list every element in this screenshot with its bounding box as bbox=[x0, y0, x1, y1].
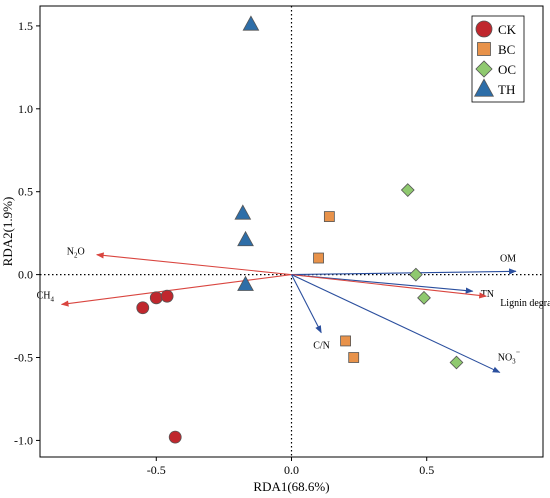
vector-ch4 bbox=[60, 274, 292, 307]
legend-marker-th bbox=[473, 78, 495, 97]
legend-label-bc: BC bbox=[498, 42, 515, 57]
point-ck bbox=[168, 430, 182, 444]
vector-label-n2o: N2O bbox=[67, 247, 85, 260]
y-tick-label: 0.5 bbox=[18, 185, 33, 199]
y-tick-label: -0.5 bbox=[14, 351, 33, 365]
point-oc bbox=[417, 290, 431, 305]
reference-lines bbox=[40, 6, 543, 457]
point-ck bbox=[160, 289, 174, 303]
series-th bbox=[234, 15, 260, 291]
series-bc bbox=[313, 211, 360, 363]
point-oc bbox=[409, 267, 423, 282]
point-th bbox=[234, 204, 252, 220]
vector-label-no3: NO3⁻ bbox=[498, 348, 521, 365]
x-tick-label: -0.5 bbox=[147, 463, 166, 477]
legend: CK BC OC TH bbox=[471, 15, 525, 103]
point-bc bbox=[323, 211, 335, 222]
vector-lignin-degradation-rate bbox=[291, 274, 487, 299]
axis-ticks: -0.5 0.0 0.5 -1.0 -0.5 0.0 0.5 1.0 1.5 bbox=[14, 19, 434, 477]
point-ck bbox=[149, 291, 163, 305]
point-th bbox=[237, 275, 254, 291]
legend-marker-oc bbox=[475, 60, 493, 78]
x-tick-label: 0.5 bbox=[419, 463, 434, 477]
point-oc bbox=[449, 355, 464, 370]
vector-label-ch4: CH4 bbox=[37, 290, 55, 303]
y-tick-label: 1.5 bbox=[18, 19, 33, 33]
point-oc bbox=[400, 183, 415, 197]
vector-no3 bbox=[291, 274, 501, 373]
legend-marker-bc bbox=[477, 42, 491, 56]
y-tick-label: -1.0 bbox=[14, 433, 33, 447]
vector-label-om: OM bbox=[500, 253, 516, 264]
x-axis-title: RDA1(68.6%) bbox=[253, 479, 329, 494]
point-bc bbox=[313, 252, 324, 264]
vector-label-tn: TN bbox=[481, 289, 494, 300]
legend-label-oc: OC bbox=[498, 62, 516, 77]
vector-om bbox=[291, 268, 517, 276]
vector-label-c-n: C/N bbox=[313, 341, 330, 352]
legend-marker-ck bbox=[475, 20, 493, 38]
y-tick-label: 1.0 bbox=[18, 102, 33, 116]
series-ck bbox=[136, 289, 182, 444]
x-tick-label: 0.0 bbox=[284, 463, 299, 477]
series-oc bbox=[400, 183, 464, 370]
environment-vectors: N2O CH4 C/N OM TN Lignin degradation rate NO3⁻ bbox=[37, 247, 550, 373]
vector-c-n bbox=[291, 274, 322, 334]
vector-tn bbox=[291, 274, 474, 294]
point-ck bbox=[136, 301, 150, 315]
point-bc bbox=[348, 352, 360, 363]
point-th bbox=[237, 230, 254, 247]
sample-points bbox=[136, 15, 464, 444]
legend-label-th: TH bbox=[498, 82, 515, 97]
y-tick-label: 0.0 bbox=[18, 268, 33, 282]
legend-label-ck: CK bbox=[498, 22, 517, 37]
point-bc bbox=[340, 335, 351, 347]
point-th bbox=[242, 15, 260, 31]
vector-n2o bbox=[96, 252, 292, 276]
vector-label-lignin-degradation-rate: Lignin degradation rate bbox=[500, 298, 550, 309]
y-axis-title: RDA2(1.9%) bbox=[0, 197, 15, 267]
